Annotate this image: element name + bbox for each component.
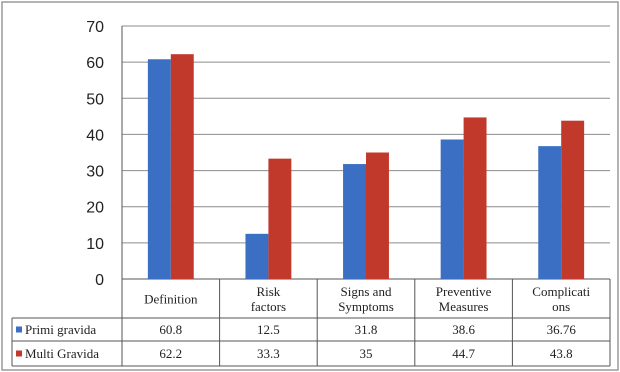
y-tick-label: 0 bbox=[95, 272, 104, 289]
data-cell: 43.8 bbox=[550, 346, 573, 361]
bar bbox=[268, 158, 292, 279]
y-tick-label: 20 bbox=[86, 200, 104, 217]
legend-key bbox=[16, 326, 22, 333]
data-cell: 12.5 bbox=[257, 322, 280, 337]
category-label: Complicati ons bbox=[532, 284, 590, 314]
data-cell: 44.7 bbox=[452, 346, 475, 361]
data-cell: 31.8 bbox=[355, 322, 378, 337]
data-cell: 36.76 bbox=[547, 322, 577, 337]
bar bbox=[147, 59, 171, 279]
bar bbox=[170, 54, 194, 279]
data-cell: 60.8 bbox=[159, 322, 182, 337]
bar bbox=[463, 117, 487, 279]
legend-label: Primi gravida bbox=[25, 322, 96, 337]
y-tick-label: 10 bbox=[86, 236, 104, 253]
y-tick-label: 40 bbox=[86, 127, 104, 144]
legend-label: Multi Gravida bbox=[25, 346, 99, 361]
category-label: Definition bbox=[144, 292, 198, 307]
data-cell: 35 bbox=[360, 346, 373, 361]
y-tick-label: 50 bbox=[86, 91, 104, 108]
y-tick-label: 30 bbox=[86, 164, 104, 181]
bar bbox=[245, 233, 269, 279]
data-cell: 62.2 bbox=[159, 346, 182, 361]
y-tick-label: 70 bbox=[86, 19, 104, 36]
category-label: Risk factors bbox=[251, 284, 286, 314]
data-cell: 33.3 bbox=[257, 346, 280, 361]
y-tick-label: 60 bbox=[86, 55, 104, 72]
bar bbox=[343, 164, 366, 279]
bar bbox=[366, 152, 389, 279]
bar bbox=[440, 139, 464, 279]
bar bbox=[538, 146, 562, 279]
bar bbox=[561, 120, 585, 280]
category-label: Preventive Measures bbox=[436, 284, 492, 314]
category-label: Signs and Symptoms bbox=[338, 284, 394, 314]
data-cell: 38.6 bbox=[452, 322, 475, 337]
legend-key bbox=[16, 350, 22, 357]
